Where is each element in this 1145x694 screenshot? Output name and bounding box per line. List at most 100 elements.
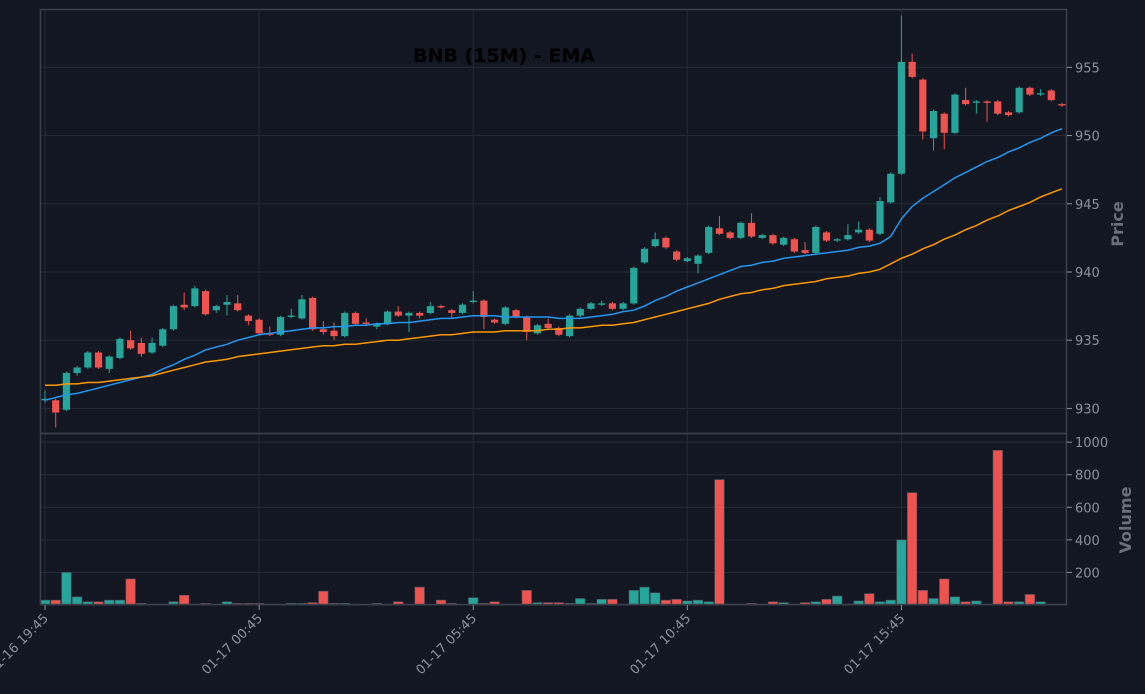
volume-bar <box>318 590 329 606</box>
candle-body <box>1058 104 1066 106</box>
candle-body <box>1047 90 1055 101</box>
candle-body <box>565 315 574 337</box>
candle-body <box>576 308 584 316</box>
candle-body <box>52 400 60 413</box>
y-tick-label: 955 <box>1075 61 1100 76</box>
candle-body <box>351 312 360 324</box>
candle-body <box>105 356 113 369</box>
candle-body <box>801 250 809 253</box>
candle-body <box>726 232 734 238</box>
y-tick-label: 600 <box>1075 501 1100 516</box>
volume-bar <box>125 578 136 606</box>
candle-body <box>994 101 1002 114</box>
candle-body <box>405 312 413 316</box>
y-tick-label: 950 <box>1075 130 1100 145</box>
candle-body <box>715 228 724 234</box>
y-tick-label: 200 <box>1075 566 1100 581</box>
candle-body <box>1026 87 1034 95</box>
candle-body <box>662 237 670 248</box>
y-tick-label: 400 <box>1075 534 1100 549</box>
candle-body <box>555 327 563 335</box>
candle-body <box>1004 112 1013 116</box>
candle-body <box>929 110 938 139</box>
y-tick-label: 940 <box>1075 266 1100 281</box>
volume-bar <box>1024 594 1035 606</box>
candle-body <box>137 342 145 354</box>
candle-body <box>908 61 916 77</box>
candle-body <box>341 312 349 337</box>
volume-bar <box>939 578 950 606</box>
candle-body <box>951 94 959 133</box>
candle-body <box>426 306 434 313</box>
candle-body <box>383 311 392 324</box>
volume-bar <box>414 586 425 606</box>
chart-title: BNB (15M) - EMA <box>413 45 595 67</box>
candle-body <box>480 300 488 318</box>
candle-body <box>833 239 841 241</box>
candle-body <box>630 267 638 304</box>
volume-bar <box>992 449 1003 606</box>
candle-body <box>212 306 220 311</box>
candle-body <box>62 372 71 410</box>
candle-body <box>94 352 103 368</box>
candle-body <box>1036 93 1045 95</box>
volume-bar <box>917 590 928 606</box>
candle-body <box>855 229 863 233</box>
candle-body <box>73 367 81 373</box>
candle-body <box>983 101 991 103</box>
volume-bar <box>650 592 661 606</box>
ema-line <box>44 127 1063 402</box>
candle-body <box>640 248 649 263</box>
candle-body <box>362 322 370 324</box>
volume-bar <box>714 479 725 606</box>
ema-line <box>45 188 1063 386</box>
candle-body <box>469 300 477 303</box>
candle-body <box>865 229 873 241</box>
candle-body <box>790 239 798 252</box>
candle-body <box>598 303 606 305</box>
candle-body <box>523 317 531 333</box>
volume-bar <box>61 572 72 606</box>
candle-body <box>373 323 381 327</box>
candle-body <box>608 303 616 309</box>
candle-body <box>458 304 467 313</box>
volume-bar <box>907 492 918 606</box>
volume-bar <box>864 593 875 606</box>
candle-body <box>651 239 659 247</box>
candle-body <box>276 317 285 335</box>
candle-body <box>962 100 970 105</box>
candle-body <box>309 297 317 330</box>
candle-body <box>169 306 178 330</box>
y-tick-label: 800 <box>1075 469 1100 484</box>
candle-body <box>533 325 542 334</box>
candle-body <box>887 173 895 203</box>
volume-bar <box>832 595 843 606</box>
candle-body <box>394 311 402 316</box>
volume-bar <box>896 539 907 606</box>
candle-body <box>416 312 424 316</box>
candle-body <box>491 319 499 323</box>
candle-body <box>148 342 156 353</box>
candle-body <box>705 226 713 253</box>
candle-body <box>694 255 702 264</box>
candle-body <box>758 235 766 238</box>
candle-body <box>287 315 295 318</box>
candle-body <box>769 235 777 244</box>
candle-body <box>512 310 520 318</box>
candle-body <box>448 310 456 313</box>
y-tick-label: 930 <box>1075 402 1100 417</box>
candle-body <box>619 303 627 309</box>
candle-body <box>972 101 980 103</box>
candle-body <box>587 303 595 309</box>
candle-body <box>673 251 681 260</box>
candle-body <box>127 340 135 349</box>
candle-body <box>298 299 306 319</box>
y-tick-label: 1000 <box>1075 436 1108 451</box>
candle-body <box>116 338 124 358</box>
candle-body <box>822 232 831 241</box>
y-tick-label: 945 <box>1075 198 1100 213</box>
candle-body <box>897 61 906 174</box>
candle-body <box>437 306 445 308</box>
